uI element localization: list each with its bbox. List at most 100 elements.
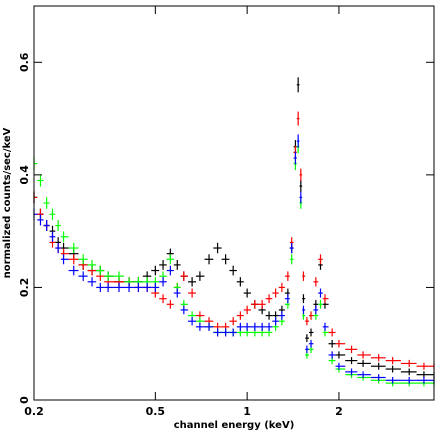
data-point [104, 271, 114, 281]
data-point [113, 282, 125, 293]
data-point [322, 328, 329, 337]
data-point [400, 359, 417, 367]
data-point [308, 311, 314, 320]
data-point [221, 328, 230, 337]
y-tick-label: 0.4 [18, 165, 31, 185]
data-point [305, 345, 309, 354]
data-point [96, 282, 105, 293]
data-point [265, 311, 273, 320]
data-point [221, 254, 230, 265]
data-point [322, 294, 329, 304]
data-point [308, 328, 314, 337]
data-point [166, 254, 174, 265]
data-point [60, 254, 69, 265]
data-point [166, 299, 174, 309]
data-point [151, 282, 160, 293]
data-point [213, 328, 222, 337]
data-point [124, 282, 134, 293]
data-point [416, 377, 429, 384]
data-point [284, 271, 290, 281]
data-point [78, 271, 88, 281]
data-point [357, 359, 371, 367]
data-point [345, 357, 358, 365]
data-point [299, 168, 303, 182]
data-point [250, 322, 259, 331]
data-point [133, 282, 143, 293]
data-point [289, 242, 294, 254]
data-point [187, 288, 197, 298]
data-point [49, 231, 56, 243]
data-point [318, 299, 323, 309]
data-point [302, 305, 306, 315]
data-point [265, 322, 273, 331]
data-point [236, 277, 244, 287]
data-point [243, 322, 251, 331]
data-point [428, 362, 435, 370]
data-point [299, 191, 303, 204]
data-point [159, 294, 167, 304]
data-point [187, 277, 197, 287]
data-point [180, 305, 188, 315]
data-point [296, 134, 300, 148]
data-point [258, 299, 266, 309]
data-point [322, 322, 329, 331]
data-point [370, 354, 386, 362]
data-point [60, 242, 69, 254]
data-point [60, 231, 69, 243]
x-tick-label: 2 [335, 405, 343, 418]
data-point [357, 351, 371, 359]
data-point [60, 248, 69, 259]
plot-frame [33, 5, 435, 401]
data-point [68, 254, 79, 265]
data-point [428, 371, 435, 379]
data-point [49, 208, 56, 220]
data-point [272, 288, 279, 298]
data-point [151, 265, 160, 276]
data-point [272, 317, 279, 326]
data-point [196, 271, 205, 281]
data-point [159, 277, 167, 287]
data-point [335, 339, 346, 348]
data-point [236, 322, 244, 331]
data-point [55, 242, 61, 254]
data-point [37, 214, 44, 226]
data-point [229, 317, 237, 326]
data-point [213, 242, 222, 254]
data-point [370, 374, 386, 381]
data-point [370, 362, 386, 370]
data-point [335, 362, 346, 370]
data-point [357, 371, 371, 379]
data-point [308, 339, 314, 348]
data-point [187, 317, 197, 326]
data-point [305, 334, 309, 342]
data-point [243, 305, 251, 315]
data-point [250, 299, 259, 309]
data-point [204, 322, 214, 331]
data-point [43, 220, 50, 231]
data-point [37, 174, 44, 187]
plot-area [33, 77, 435, 387]
data-point [416, 371, 429, 379]
data-point [305, 317, 309, 326]
data-point [204, 254, 214, 265]
x-tick-label: 0.5 [146, 405, 166, 418]
data-point [87, 259, 97, 270]
data-point [278, 311, 285, 320]
data-point [284, 294, 290, 304]
data-point [68, 265, 79, 276]
data-point [96, 265, 105, 276]
data-point [243, 288, 251, 298]
y-tick-label: 0 [18, 396, 31, 404]
data-point [400, 368, 417, 376]
data-point [68, 242, 79, 254]
data-point [318, 288, 323, 298]
data-point [43, 197, 50, 209]
data-point [302, 294, 306, 304]
data-point [345, 345, 358, 354]
y-axis-label: normalized counts/sec/keV [2, 127, 13, 278]
data-point [104, 282, 114, 293]
data-point [289, 254, 294, 265]
data-point [293, 151, 297, 165]
data-point [78, 254, 88, 265]
